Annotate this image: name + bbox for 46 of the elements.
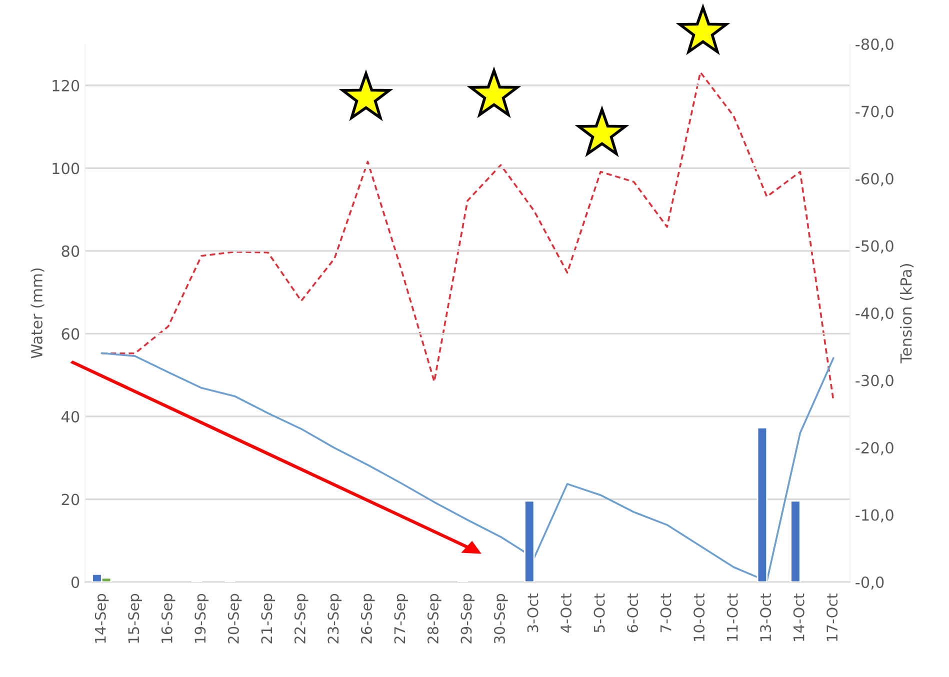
x-tick-label: 29-Sep xyxy=(460,594,475,644)
x-tick-label: 5-Oct xyxy=(594,593,605,632)
y-tick-label: 40 xyxy=(61,410,80,422)
x-tick-label: 23-Sep xyxy=(328,594,342,644)
bar xyxy=(790,500,801,582)
bar xyxy=(524,500,535,582)
y2-axis-title: Tension (kPa) xyxy=(900,264,914,364)
y-axis-title: Water (mm) xyxy=(30,268,44,358)
x-tick-label: 10-Oct xyxy=(694,593,705,641)
x-tick-label: 30-Sep xyxy=(494,594,508,644)
x-tick-label: 19-Sep xyxy=(194,594,208,643)
x-tick-label: 17-Oct xyxy=(826,593,838,641)
y-tick-label: 120 xyxy=(52,80,80,92)
x-tick-label: 13-Oct xyxy=(760,593,772,641)
x-tick-label: 3-Oct xyxy=(527,593,538,632)
y2-tick-label: -40,0 xyxy=(856,307,894,321)
y2-tick-label: -0,0 xyxy=(856,576,884,590)
x-tick-label: 14-Oct xyxy=(793,593,804,641)
bar xyxy=(756,426,768,582)
y2-tick-label: -20,0 xyxy=(856,442,894,456)
x-tick-label: 7-Oct xyxy=(660,593,672,632)
x-tick-label: 28-Sep xyxy=(427,594,442,644)
y-tick-label: 20 xyxy=(62,494,80,506)
x-tick-label: 4-Oct xyxy=(560,593,572,633)
y-tick-label: 100 xyxy=(52,162,80,174)
y-tick-label: 80 xyxy=(62,245,80,257)
y-tick-label: 0 xyxy=(71,576,80,588)
x-tick-label: 21-Sep xyxy=(261,594,276,644)
x-tick-label: 20-Sep xyxy=(228,594,242,644)
line-series xyxy=(100,71,834,402)
x-tick-label: 6-Oct xyxy=(627,593,638,632)
y2-tick-label: -50,0 xyxy=(856,240,894,254)
x-tick-label: 14-Sep xyxy=(94,594,109,643)
y2-tick-label: -10,0 xyxy=(856,509,894,522)
y2-tick-label: -30,0 xyxy=(856,374,894,388)
x-tick-label: 22-Sep xyxy=(294,594,308,644)
x-tick-label: 11-Oct xyxy=(726,593,738,641)
y-tick-label: 60 xyxy=(62,328,80,340)
x-tick-label: 16-Sep xyxy=(161,594,176,643)
x-tick-label: 27-Sep xyxy=(394,594,408,644)
x-tick-label: 26-Sep xyxy=(360,594,375,644)
y2-tick-label: -60,0 xyxy=(856,172,894,186)
line-series xyxy=(100,352,834,582)
x-tick-label: 15-Sep xyxy=(128,594,142,643)
y2-tick-label: -70,0 xyxy=(856,106,894,119)
y2-tick-label: -80,0 xyxy=(856,38,894,52)
